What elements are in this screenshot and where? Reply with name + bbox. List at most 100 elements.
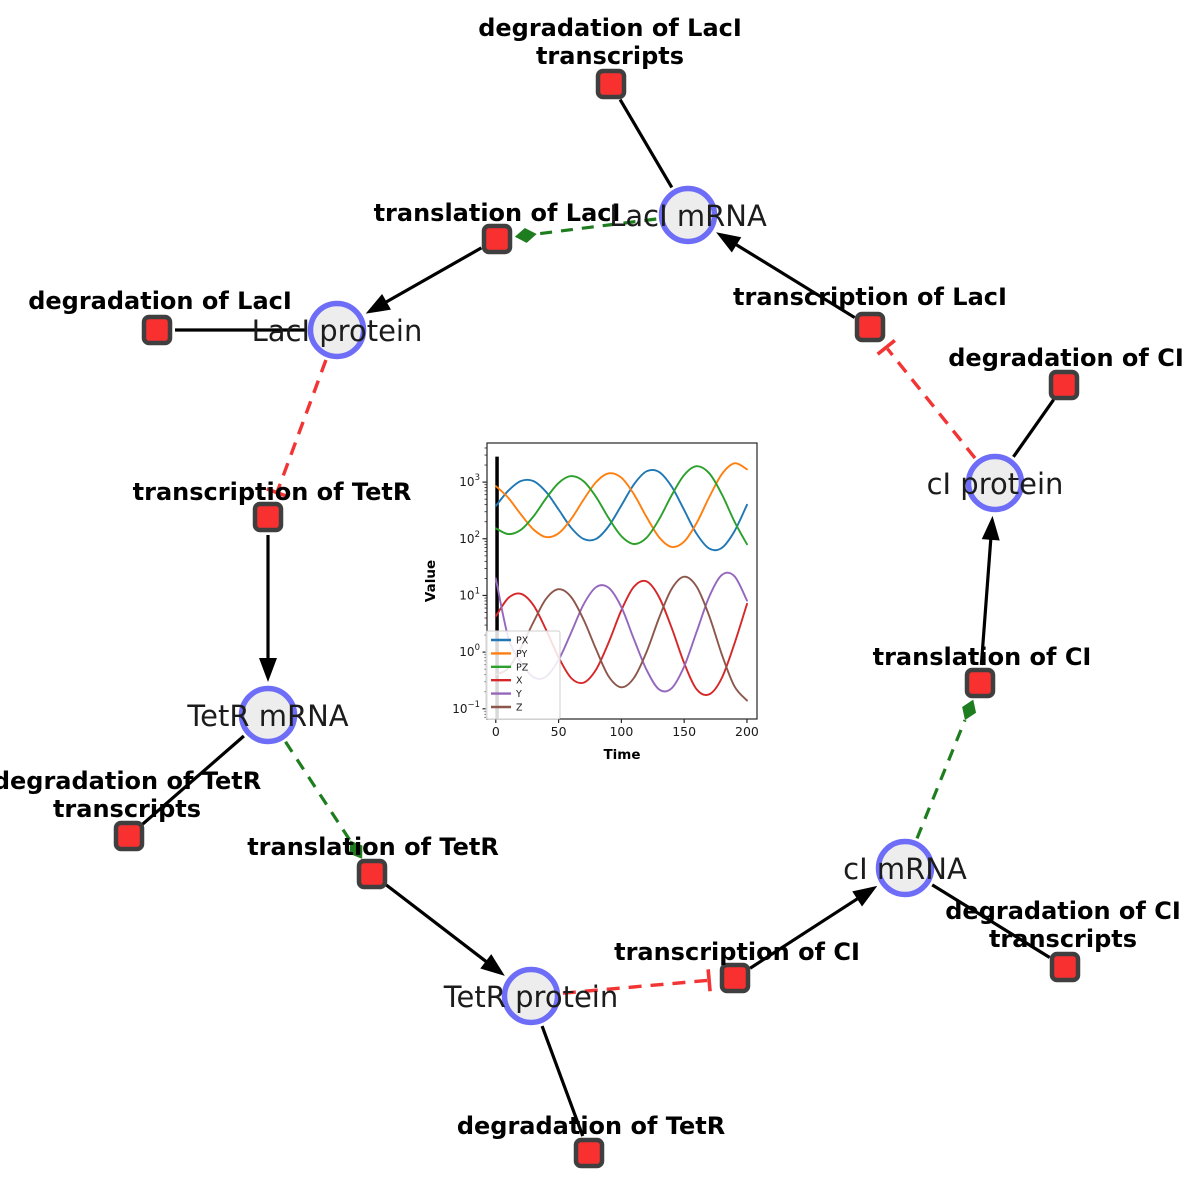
- arrowhead-icon: [259, 658, 277, 682]
- species-label-laci-mrna: LacI mRNA: [609, 199, 767, 233]
- plot-axes-frame: [486, 442, 758, 720]
- x-axis-label: Time: [603, 747, 640, 763]
- y-tick-label: 10−1: [452, 700, 480, 716]
- reaction-label-tln-ci: translation of CI: [873, 643, 1092, 671]
- edge-modifier-ci-mrna-tln-ci: [915, 699, 977, 839]
- species-node-laci-protein: [307, 300, 367, 360]
- x-tick-label: 150: [672, 724, 696, 739]
- consumption-line: [540, 1025, 585, 1137]
- reaction-label-tln-laci: translation of LacI: [374, 199, 621, 227]
- inhibition-line: [276, 359, 328, 492]
- edges-layer: [141, 98, 1055, 1137]
- inhibition-tee-icon: [706, 969, 712, 992]
- edge-inhibition-ci-protein-txn-laci: [876, 339, 977, 460]
- y-tick-label: 100: [459, 643, 480, 659]
- edge-production-tln-ci-ci-protein: [979, 515, 1000, 666]
- reaction-label-tln-tetr: translation of TetR: [247, 833, 499, 861]
- legend-label-px: PX: [516, 636, 529, 647]
- series-line-px: [494, 468, 748, 552]
- reaction-label-deg-ci-transcripts: degradation of CI: [945, 897, 1181, 925]
- reaction-node-txn-ci: [719, 962, 751, 994]
- reaction-label-deg-laci-transcripts: transcripts: [536, 42, 684, 70]
- edge-consumption-tetr-mrna-deg-tetr-transcripts: [141, 734, 245, 826]
- edge-consumption-tetr-protein-deg-tetr: [540, 1025, 585, 1137]
- legend-label-y: Y: [515, 689, 522, 700]
- modifier-line: [284, 740, 352, 842]
- consumption-line: [618, 98, 674, 189]
- species-label-ci-protein: cI protein: [927, 467, 1064, 501]
- edge-modifier-laci-mrna-tln-laci: [514, 217, 657, 243]
- reaction-node-tln-tetr: [356, 858, 388, 890]
- species-label-tetr-mrna: TetR mRNA: [186, 699, 348, 733]
- reaction-node-txn-laci: [854, 311, 886, 343]
- edge-production-txn-tetr-tetr-mrna: [259, 535, 277, 682]
- y-axis-label: Value: [423, 560, 439, 602]
- x-tick-label: 200: [735, 724, 759, 739]
- edge-production-txn-laci-laci-mrna: [716, 232, 856, 319]
- x-tick-label: 50: [551, 724, 567, 739]
- y-tick-label: 103: [459, 473, 480, 489]
- reaction-node-deg-tetr: [573, 1137, 605, 1169]
- diamond-arrowhead-icon: [514, 227, 537, 243]
- edge-modifier-tetr-mrna-tln-tetr: [284, 740, 363, 859]
- series-line-py: [494, 462, 748, 548]
- production-line: [730, 240, 856, 319]
- reaction-label-deg-laci: degradation of LacI: [28, 287, 292, 315]
- inhibition-line: [562, 978, 708, 995]
- reaction-label-txn-laci: transcription of LacI: [733, 283, 1007, 311]
- species-label-tetr-protein: TetR protein: [443, 980, 618, 1014]
- reaction-node-deg-laci: [141, 314, 173, 346]
- legend-label-x: X: [516, 676, 523, 687]
- species-node-ci-protein: [965, 453, 1025, 513]
- reaction-label-deg-ci: degradation of CI: [948, 344, 1184, 372]
- reaction-label-deg-tetr-transcripts: transcripts: [53, 795, 201, 823]
- reaction-node-txn-tetr: [252, 501, 284, 533]
- arrowhead-icon: [716, 232, 742, 253]
- series-line-pz: [494, 465, 748, 546]
- legend-label-z: Z: [516, 703, 523, 714]
- edge-production-txn-ci-ci-mrna: [749, 885, 878, 970]
- series-line-z: [494, 575, 748, 702]
- legend-label-pz: PZ: [516, 662, 529, 673]
- reaction-node-tln-laci: [481, 223, 513, 255]
- production-line: [385, 883, 492, 967]
- diamond-arrowhead-icon: [349, 840, 363, 859]
- species-label-ci-mrna: cI mRNA: [843, 852, 967, 886]
- species-label-laci-protein: LacI protein: [252, 314, 423, 348]
- x-tick-label: 100: [609, 724, 633, 739]
- production-line: [979, 533, 993, 666]
- y-tick-label: 102: [459, 530, 480, 546]
- consumption-line: [141, 734, 245, 826]
- arrowhead-icon: [365, 293, 391, 314]
- arrowhead-icon: [852, 885, 878, 907]
- edge-consumption-ci-protein-deg-ci: [1012, 398, 1055, 458]
- legend-label-py: PY: [516, 649, 528, 660]
- arrowhead-icon: [480, 954, 505, 976]
- reaction-label-deg-tetr-transcripts: degradation of TetR: [0, 767, 261, 795]
- consumption-line: [931, 883, 1051, 959]
- species-node-ci-mrna: [875, 838, 935, 898]
- plot-legend: PX PY PZ XYZ: [485, 630, 561, 720]
- reaction-node-deg-laci-transcripts: [595, 68, 627, 100]
- reaction-label-deg-ci-transcripts: transcripts: [989, 925, 1137, 953]
- species-node-laci-mrna: [658, 185, 718, 245]
- edge-inhibition-tetr-protein-txn-ci: [562, 969, 712, 995]
- reaction-label-deg-tetr: degradation of TetR: [457, 1112, 725, 1140]
- y-tick-label: 101: [459, 586, 480, 602]
- species-node-tetr-protein: [501, 966, 561, 1026]
- inhibition-tee-icon: [266, 487, 288, 499]
- inhibition-line: [886, 347, 977, 460]
- consumption-line: [1012, 398, 1055, 458]
- edge-production-tln-tetr-tetr-protein: [385, 883, 505, 976]
- reaction-label-txn-ci: transcription of CI: [614, 938, 860, 966]
- reaction-label-txn-tetr: transcription of TetR: [133, 478, 412, 506]
- reaction-node-deg-ci: [1048, 369, 1080, 401]
- reaction-node-tln-ci: [964, 667, 996, 699]
- edge-production-tln-laci-laci-protein: [365, 246, 483, 314]
- edge-consumption-ci-mrna-deg-ci-transcripts: [931, 883, 1051, 959]
- production-line: [380, 246, 483, 307]
- edge-inhibition-laci-protein-txn-tetr: [266, 359, 328, 499]
- time-series-plot: 0 50 100 150 20010310210110010−1TimeValuePXP…: [423, 442, 759, 763]
- reaction-node-deg-tetr-transcripts: [113, 820, 145, 852]
